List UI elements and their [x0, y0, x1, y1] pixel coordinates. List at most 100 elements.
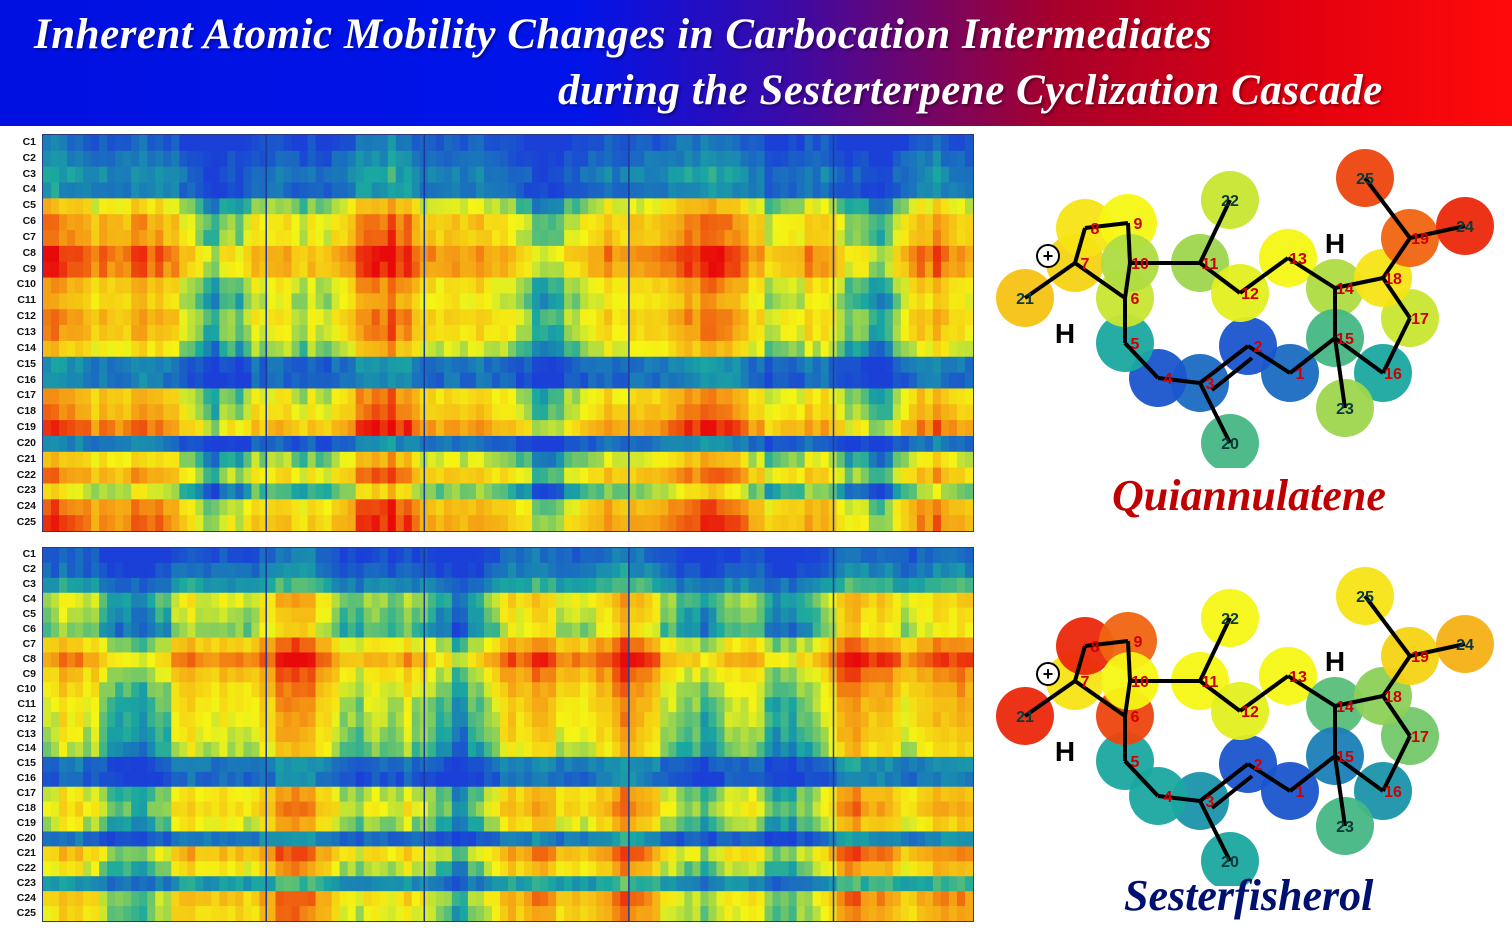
heatmap-cell [516, 667, 525, 683]
heatmap-cell [908, 577, 918, 594]
heatmap-cell [227, 727, 237, 743]
heatmap-cell [315, 182, 325, 199]
heatmap-cell [844, 697, 854, 713]
title-line-2: during the Sesterterpene Cyclization Cas… [558, 67, 1383, 114]
heatmap-cell [796, 548, 806, 564]
heatmap-cell [708, 150, 718, 168]
heatmap-cell [556, 372, 565, 390]
heatmap-cell [532, 637, 541, 654]
heatmap-cell [756, 727, 766, 743]
heatmap-cell [580, 467, 589, 485]
heatmap-cell [868, 577, 878, 594]
heatmap-cell [628, 420, 637, 437]
heatmap-cell [812, 667, 822, 683]
heatmap-cell [155, 786, 164, 803]
heatmap-cell [139, 682, 148, 698]
heatmap-cell [307, 198, 317, 215]
heatmap-cell [604, 652, 613, 668]
heatmap-cell [371, 741, 381, 758]
heatmap-cell [628, 388, 637, 405]
heatmap-cell [644, 607, 653, 624]
heatmap-cell [331, 245, 341, 263]
heatmap-cell [275, 712, 285, 728]
heatmap-cell [483, 712, 493, 728]
heatmap-cell [435, 771, 445, 788]
heatmap-cell [347, 277, 357, 294]
heatmap-cell [564, 451, 573, 469]
heatmap-cell [99, 467, 108, 485]
heatmap-cell [339, 771, 349, 788]
title-banner: Inherent Atomic Mobility Changes in Carb… [0, 0, 1512, 126]
heatmap-cell [283, 548, 293, 564]
heatmap-cell [59, 548, 68, 564]
heatmap-cell [179, 712, 188, 728]
heatmap-cell [588, 727, 597, 743]
heatmap-cell [187, 483, 196, 500]
heatmap-cell [147, 372, 156, 390]
heatmap-cell [315, 261, 325, 279]
heatmap-cell [91, 198, 100, 215]
heatmap-cell [115, 667, 124, 683]
heatmap-cell [123, 592, 132, 609]
heatmap-cell [219, 682, 228, 698]
heatmap-cell [131, 499, 140, 516]
heatmap-cell [315, 741, 325, 758]
heatmap-cell [83, 771, 92, 788]
heatmap-cell [676, 451, 685, 469]
heatmap-cell [235, 667, 245, 683]
heatmap-cell [459, 293, 469, 310]
heatmap-cell [772, 548, 782, 564]
heatmap-cell [556, 309, 565, 326]
heatmap-cell [900, 499, 910, 516]
heatmap-cell [131, 592, 140, 609]
heatmap-cell [740, 771, 750, 788]
heatmap-cell [716, 622, 726, 639]
heatmap-cell [51, 467, 60, 485]
heatmap-cell [724, 230, 734, 247]
heatmap-cell [323, 786, 333, 803]
heatmap-cell [363, 182, 373, 199]
heatmap-cell [59, 150, 68, 168]
heatmap-cell [516, 356, 525, 374]
heatmap-cell [307, 372, 317, 390]
heatmap-cell [756, 756, 766, 773]
heatmap-cell [203, 467, 212, 485]
heatmap-cell [692, 712, 702, 728]
heatmap-cell [443, 756, 453, 773]
heatmap-cell [483, 214, 493, 231]
heatmap-cell [716, 727, 726, 743]
heatmap-cell [548, 607, 557, 624]
heatmap-cell [956, 682, 966, 698]
heatmap-cell [259, 435, 269, 453]
heatmap-cell [403, 786, 413, 803]
heatmap-cell [427, 607, 437, 624]
heatmap-cell [852, 577, 862, 594]
heatmap-cell [844, 467, 854, 485]
heatmap-cell [892, 261, 902, 279]
heatmap-cell [403, 166, 413, 184]
heatmap-cell [940, 786, 950, 803]
heatmap-cell [467, 786, 477, 803]
heatmap-cell [908, 150, 918, 168]
heatmap-cell [123, 483, 132, 500]
heatmap-cell [163, 467, 172, 485]
heatmap-cell [107, 786, 116, 803]
heatmap-cell [932, 577, 942, 594]
heatmap-cell [524, 607, 533, 624]
heatmap-cell [724, 277, 734, 294]
heatmap-cell [796, 622, 806, 639]
heatmap-cell [516, 420, 525, 437]
heatmap-cell [115, 388, 124, 405]
heatmap-cell [219, 741, 228, 758]
heatmap-cell [203, 135, 212, 152]
heatmap-cell [916, 741, 926, 758]
heatmap-cell [844, 577, 854, 594]
heatmap-cell [83, 325, 92, 342]
heatmap-cell [267, 697, 277, 713]
heatmap-cell [756, 577, 766, 594]
heatmap-cell [708, 435, 718, 453]
heatmap-cell [780, 245, 790, 263]
heatmap-cell [604, 682, 613, 698]
heatmap-cell [203, 166, 212, 184]
heatmap-cell [475, 622, 485, 639]
